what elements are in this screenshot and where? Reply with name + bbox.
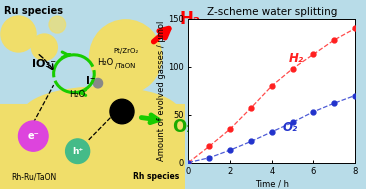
X-axis label: Time / h: Time / h — [255, 179, 289, 188]
FancyBboxPatch shape — [0, 104, 194, 189]
Circle shape — [1, 16, 36, 52]
Text: e⁻: e⁻ — [27, 131, 39, 141]
Text: I⁻: I⁻ — [86, 76, 95, 86]
Title: Z-scheme water splitting: Z-scheme water splitting — [206, 7, 337, 17]
Circle shape — [19, 121, 48, 151]
Text: H₂: H₂ — [179, 10, 201, 28]
Text: H₂O: H₂O — [97, 58, 113, 67]
Circle shape — [31, 34, 57, 60]
Circle shape — [66, 139, 90, 163]
Text: Ru species: Ru species — [4, 6, 63, 16]
Text: /TaON: /TaON — [116, 63, 136, 69]
Text: Rh-Ru/TaON: Rh-Ru/TaON — [11, 172, 56, 181]
Text: h⁺: h⁺ — [72, 147, 83, 156]
Circle shape — [90, 20, 162, 94]
Text: H₂O: H₂O — [70, 90, 86, 99]
Y-axis label: Amount of evolved gasses / μmol: Amount of evolved gasses / μmol — [157, 21, 167, 161]
Text: Pt/ZrO₂: Pt/ZrO₂ — [113, 48, 138, 54]
Circle shape — [110, 99, 134, 124]
Text: O₂: O₂ — [282, 121, 297, 134]
Text: IO₃⁻: IO₃⁻ — [32, 59, 56, 69]
Circle shape — [49, 16, 66, 33]
Circle shape — [93, 78, 102, 88]
Ellipse shape — [23, 87, 180, 140]
Text: H₂: H₂ — [288, 52, 303, 65]
Text: O₂: O₂ — [172, 118, 193, 136]
Text: Rh species: Rh species — [133, 172, 179, 181]
